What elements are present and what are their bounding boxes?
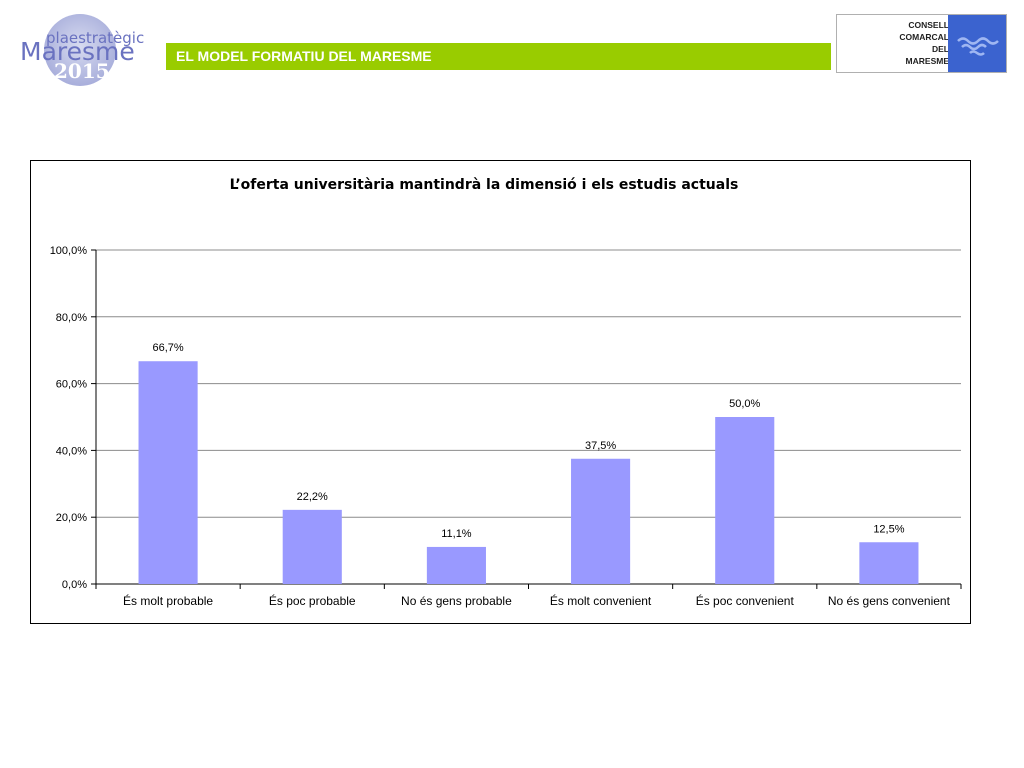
- bar: [138, 361, 198, 584]
- logo-line-comarcal: COMARCAL: [899, 32, 949, 42]
- logo-line-consell: CONSELL: [908, 20, 949, 30]
- bar-chart: L’oferta universitària mantindrà la dime…: [50, 177, 962, 608]
- y-tick-label: 40,0%: [56, 445, 87, 457]
- x-category-label: És poc probable: [269, 593, 356, 608]
- bar-value-label: 37,5%: [585, 440, 616, 452]
- bar-value-label: 12,5%: [873, 523, 904, 535]
- y-tick-label: 100,0%: [50, 245, 88, 257]
- logo-line-del: DEL: [932, 44, 949, 54]
- bar: [426, 546, 486, 584]
- x-category-label: No és gens convenient: [828, 594, 951, 608]
- y-tick-label: 0,0%: [62, 579, 87, 591]
- section-header-bar: EL MODEL FORMATIU DEL MARESME: [166, 43, 831, 70]
- logo-text-year: 2015: [54, 59, 110, 83]
- y-tick-label: 80,0%: [56, 312, 87, 324]
- x-category-label: És molt probable: [123, 593, 213, 608]
- chart-frame: L’oferta universitària mantindrà la dime…: [30, 160, 971, 624]
- logo-line-maresme: MARESME: [905, 56, 949, 66]
- y-tick-label: 60,0%: [56, 379, 87, 391]
- bar: [715, 417, 775, 584]
- logo-text-maresme: Maresme: [20, 37, 135, 66]
- bar: [859, 542, 919, 584]
- bar: [571, 458, 631, 584]
- bar-value-label: 22,2%: [297, 491, 328, 503]
- x-category-label: No és gens probable: [401, 594, 512, 608]
- bar: [282, 509, 342, 584]
- bar-value-label: 50,0%: [729, 398, 760, 410]
- section-title: EL MODEL FORMATIU DEL MARESME: [176, 48, 432, 64]
- plaestrategic-logo: plaestratègic Maresme 2015: [18, 12, 148, 88]
- bar-value-label: 66,7%: [152, 342, 183, 354]
- bar-value-label: 11,1%: [441, 528, 472, 540]
- chart-title: L’oferta universitària mantindrà la dime…: [230, 177, 739, 193]
- y-tick-label: 20,0%: [56, 512, 87, 524]
- x-category-label: És molt convenient: [550, 593, 652, 608]
- consell-comarcal-logo: CONSELL COMARCAL DEL MARESME: [836, 14, 1007, 73]
- logo-text-plaestrategic: plaestratègic: [46, 29, 144, 47]
- wave-emblem-icon: [948, 15, 1006, 72]
- x-category-label: És poc convenient: [696, 593, 795, 608]
